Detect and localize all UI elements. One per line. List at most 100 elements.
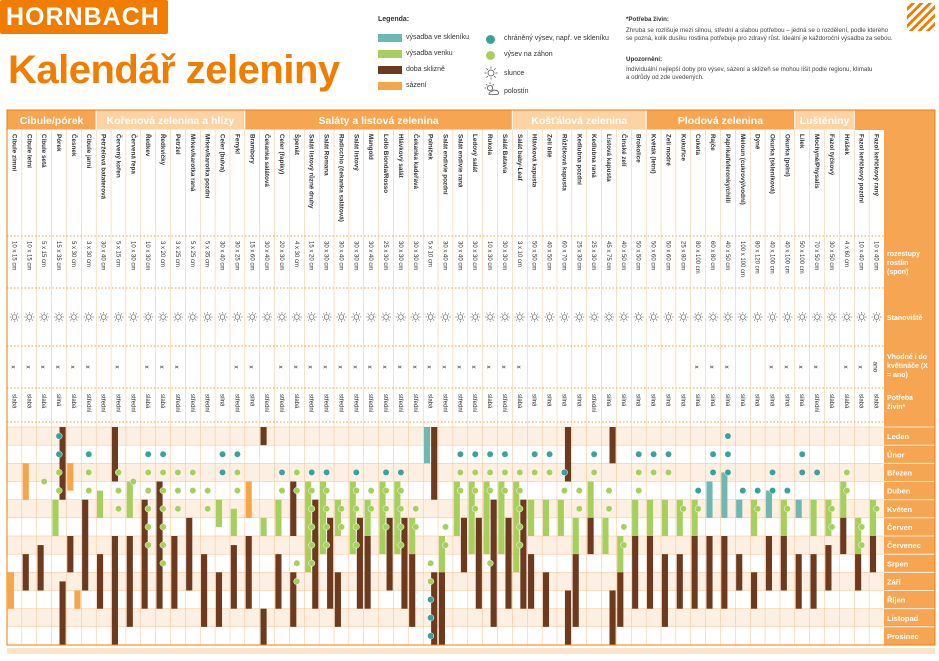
sun-ray xyxy=(530,319,533,321)
nutrient-need: střední xyxy=(367,394,373,413)
calendar-bar-harvest xyxy=(795,554,802,609)
sun-ray xyxy=(530,313,533,315)
nutrient-need: slabá xyxy=(70,394,76,409)
bed-sowing-dot xyxy=(159,523,167,531)
row-label-pot: Vhodné i do xyxy=(887,354,927,361)
month-row-bg xyxy=(7,626,884,645)
sun-ray xyxy=(507,313,509,315)
sun-core xyxy=(740,314,746,320)
sun-ray xyxy=(486,313,488,315)
sun-icon xyxy=(648,312,659,322)
sun-ray xyxy=(789,313,792,315)
sun-ray xyxy=(16,319,19,321)
sun-ray xyxy=(397,313,399,315)
category-label: Košťálová zelenina xyxy=(531,115,627,127)
plant-spacing: 30 x 30 cm xyxy=(323,241,329,270)
bed-sowing-dot xyxy=(323,523,331,531)
nutrient-need: střední xyxy=(471,394,477,413)
sun-ray xyxy=(403,313,405,315)
sun-core xyxy=(249,314,255,320)
sun-ray xyxy=(209,313,212,315)
sun-icon xyxy=(678,312,689,322)
calendar-bar-planting xyxy=(74,590,81,609)
greenhouse-sowing-dot xyxy=(798,468,806,476)
sun-ray xyxy=(730,319,732,321)
calendar-bar-harvest xyxy=(676,554,683,609)
plant-spacing: 25 x 30 cm xyxy=(590,241,596,270)
calendar-bar-outdoor xyxy=(52,499,59,536)
sun-ray xyxy=(462,313,465,315)
plant-spacing: 80 x 100 cm xyxy=(694,241,700,274)
plant-name: Čínské zelí xyxy=(620,134,629,167)
sun-ray xyxy=(299,313,301,315)
sun-ray xyxy=(685,313,688,315)
greenhouse-sowing-dot xyxy=(427,632,435,640)
sun-core xyxy=(472,314,478,320)
month-label: Říjen xyxy=(887,596,906,605)
sun-ray xyxy=(834,313,836,315)
sun-ray xyxy=(700,313,702,315)
calendar-bar-harvest xyxy=(171,536,178,609)
nutrient-need: slabá xyxy=(427,394,433,409)
sun-ray xyxy=(284,319,286,321)
sun-icon xyxy=(767,312,778,322)
calendar-bar-harvest xyxy=(409,554,416,627)
sun-core xyxy=(338,314,345,320)
sun-core xyxy=(442,314,449,320)
sun-ray xyxy=(432,313,435,315)
plant-name: Hlávková kapusta xyxy=(531,134,538,188)
sun-core xyxy=(11,314,18,320)
bed-sowing-dot xyxy=(516,468,524,476)
sun-core xyxy=(279,314,285,320)
sun-icon xyxy=(708,312,719,322)
nutrient-need: střední xyxy=(337,394,343,413)
bed-sowing-dot xyxy=(337,505,345,513)
pot-suitability: x xyxy=(351,365,358,369)
nutrient-need: silná xyxy=(798,394,804,407)
plant-spacing: 50 x 60 cm xyxy=(650,241,656,270)
row-label-spacing: (spon) xyxy=(887,269,908,276)
plant-spacing: 5 x 15 cm xyxy=(114,241,120,267)
sun-ray xyxy=(441,313,444,315)
pot-suitability: x xyxy=(277,365,284,369)
legend-label-bed-sowing: výsev na záhon xyxy=(504,51,553,58)
sun-ray xyxy=(447,319,450,321)
plant-spacing: 30 x 30 cm xyxy=(501,241,507,270)
sun-ray xyxy=(322,313,325,315)
sun-core xyxy=(219,314,226,320)
plant-spacing: 15 x 20 cm xyxy=(308,241,314,270)
pot-suitability: x xyxy=(857,365,864,369)
calendar-bar-harvest xyxy=(59,427,66,500)
greenhouse-sowing-dot xyxy=(650,450,658,458)
nutrient-need: silná xyxy=(694,394,700,407)
calendar-bar-harvest xyxy=(22,554,29,591)
sun-core xyxy=(368,314,374,320)
pot-suitability: x xyxy=(768,365,775,369)
sun-ray xyxy=(626,313,628,315)
sun-icon xyxy=(826,312,837,322)
sun-core xyxy=(844,314,850,320)
nutrient-need: silná xyxy=(248,394,254,407)
bed-sowing-dot xyxy=(620,523,628,531)
sun-core xyxy=(86,314,92,320)
bed-sowing-dot xyxy=(501,468,509,476)
calendar-bar-harvest xyxy=(67,536,74,573)
plant-name: Hrášek xyxy=(843,134,850,156)
sun-ray xyxy=(397,319,399,321)
sun-core xyxy=(502,314,508,320)
sun-ray xyxy=(605,313,607,315)
calendar-bar-outdoor xyxy=(632,499,639,555)
plant-spacing: 30 x 30 cm xyxy=(471,241,477,270)
nutrient-need: slabá xyxy=(843,394,849,409)
nutrient-need: střední xyxy=(308,394,314,413)
nutrient-need: silná xyxy=(664,394,670,407)
bed-sowing-dot xyxy=(233,487,241,495)
sun-ray xyxy=(194,319,197,321)
bed-sowing-dot xyxy=(397,505,405,513)
plant-name: Salát endivie pozdní xyxy=(442,134,449,195)
sun-icon xyxy=(752,312,763,322)
sun-icon xyxy=(722,312,733,322)
plant-spacing: 100 x 100 cm xyxy=(739,241,745,277)
sun-ray xyxy=(382,313,384,315)
sun-ray xyxy=(388,319,390,321)
